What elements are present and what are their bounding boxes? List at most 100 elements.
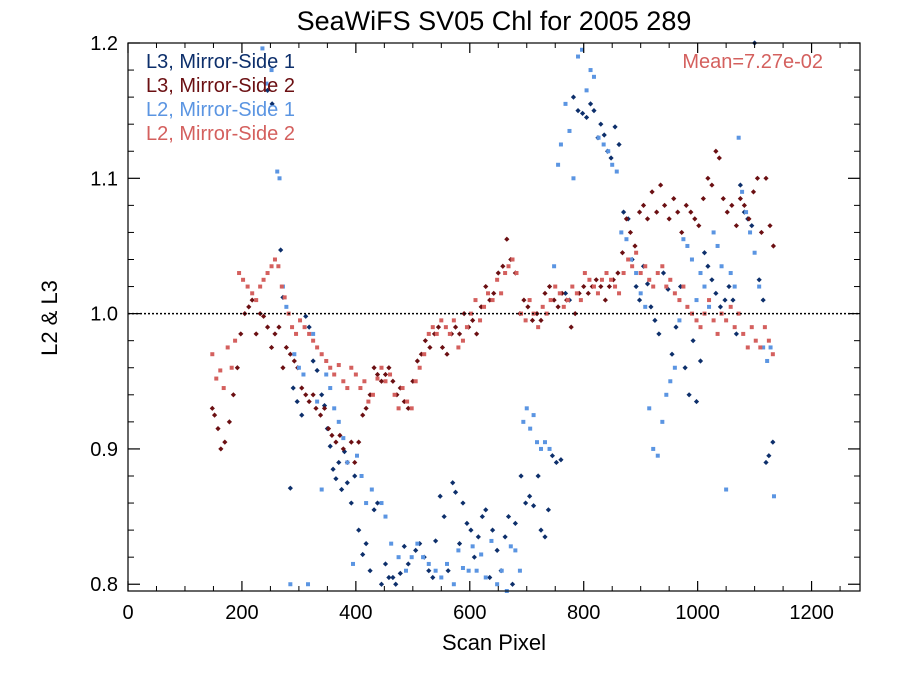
x-tick-label: 400	[339, 602, 372, 624]
data-point	[753, 338, 758, 343]
data-point	[671, 196, 677, 202]
data-point	[333, 439, 339, 445]
data-point	[310, 358, 316, 364]
data-point	[378, 581, 385, 587]
data-point	[392, 392, 397, 397]
data-point	[249, 297, 255, 303]
data-point	[460, 338, 465, 343]
data-point	[709, 182, 715, 188]
data-point	[258, 284, 263, 289]
data-point	[499, 568, 504, 573]
data-point	[319, 487, 324, 492]
data-point	[518, 473, 524, 479]
data-point	[660, 264, 665, 269]
data-point	[616, 141, 622, 148]
data-point	[441, 513, 447, 520]
data-point	[337, 432, 343, 438]
legend-entry: L3, Mirror-Side 1	[146, 51, 295, 73]
y-tick-label: 1.2	[90, 33, 118, 55]
data-point	[508, 544, 513, 549]
data-point	[321, 403, 328, 409]
data-point	[499, 291, 504, 296]
data-point	[264, 324, 271, 330]
data-point	[456, 345, 461, 350]
data-point	[283, 344, 289, 351]
data-point	[689, 257, 694, 262]
data-point	[523, 318, 528, 323]
data-point	[682, 365, 688, 371]
data-point	[591, 284, 596, 289]
data-point	[313, 405, 319, 411]
data-point	[386, 365, 392, 371]
data-point	[405, 399, 410, 404]
chart-title: SeaWiFS SV05 Chl for 2005 289	[297, 6, 692, 36]
data-point	[265, 271, 270, 276]
data-point	[332, 372, 337, 377]
data-point	[303, 313, 309, 319]
data-point	[277, 176, 282, 181]
data-point	[673, 324, 679, 330]
data-point	[379, 501, 384, 506]
data-point	[261, 277, 266, 282]
data-point	[752, 250, 757, 255]
data-point	[451, 318, 456, 323]
data-point	[509, 581, 516, 587]
data-point	[587, 277, 592, 282]
data-point	[528, 426, 533, 431]
data-point	[437, 493, 443, 499]
data-point	[542, 290, 548, 296]
data-point	[272, 257, 277, 262]
data-point	[483, 575, 488, 580]
data-point	[660, 419, 665, 424]
data-point	[356, 527, 362, 533]
data-point	[658, 182, 664, 188]
data-point	[538, 317, 544, 323]
data-point	[681, 284, 686, 289]
data-point	[668, 379, 673, 384]
data-point	[226, 419, 232, 425]
data-point	[375, 376, 380, 381]
data-point	[591, 108, 597, 114]
data-point	[662, 202, 668, 208]
data-point	[299, 385, 305, 391]
data-point	[737, 196, 743, 202]
data-point	[287, 351, 293, 357]
data-point	[489, 527, 496, 533]
data-point	[215, 426, 221, 432]
data-point	[311, 338, 316, 343]
data-point	[324, 372, 329, 377]
data-point	[705, 175, 711, 181]
data-point	[352, 473, 358, 479]
data-point	[700, 196, 706, 202]
data-point	[640, 202, 647, 208]
data-point	[558, 142, 563, 147]
data-point	[444, 351, 450, 357]
data-point	[336, 459, 342, 466]
data-point	[581, 283, 587, 290]
data-point	[275, 169, 280, 174]
data-point	[299, 412, 305, 418]
data-point	[430, 325, 435, 330]
data-point	[415, 541, 420, 546]
data-point	[733, 223, 739, 229]
data-point	[222, 439, 228, 445]
data-point	[740, 189, 745, 194]
data-point	[553, 459, 559, 466]
data-point	[638, 271, 643, 276]
data-point	[770, 243, 777, 249]
data-point	[736, 135, 741, 140]
data-point	[495, 582, 500, 587]
data-point	[336, 419, 341, 424]
data-point	[679, 229, 685, 236]
data-point	[647, 277, 652, 282]
data-point	[763, 175, 769, 181]
data-point	[382, 561, 389, 567]
data-point	[763, 459, 769, 466]
data-point	[582, 271, 587, 276]
data-point	[601, 142, 606, 147]
data-point	[517, 568, 522, 573]
data-point	[677, 298, 682, 303]
data-point	[538, 446, 543, 451]
data-point	[468, 311, 473, 316]
data-point	[664, 284, 669, 289]
